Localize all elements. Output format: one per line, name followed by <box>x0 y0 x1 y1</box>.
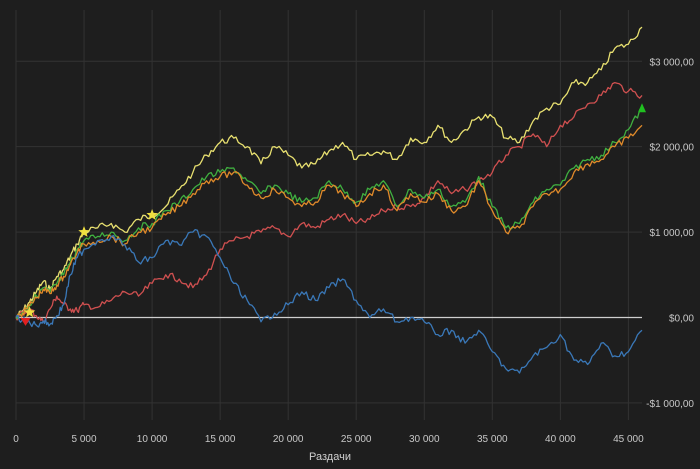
x-tick-label: 5 000 <box>72 434 97 445</box>
x-axis-label: Раздачи <box>309 451 351 463</box>
x-tick-label: 30 000 <box>409 434 440 445</box>
series-line-0 <box>15 26 643 318</box>
x-tick-label: 0 <box>13 434 19 445</box>
star-marker <box>78 226 90 237</box>
x-tick-label: 20 000 <box>273 434 304 445</box>
series-line-4 <box>15 228 643 374</box>
x-tick-label: 40 000 <box>545 434 576 445</box>
y-tick-label: $3 000,00 <box>650 57 695 68</box>
y-tick-label: -$1 000,00 <box>646 399 694 410</box>
triangle-down-marker <box>20 317 31 326</box>
y-tick-label: $2 000,00 <box>650 143 695 154</box>
marker-layer <box>20 103 646 326</box>
x-tick-label: 15 000 <box>205 434 236 445</box>
x-tick-label: 10 000 <box>137 434 168 445</box>
x-axis-ticks: 0 5 000 10 000 15 000 20 000 25 000 30 000 35 0… <box>13 434 644 445</box>
star-marker <box>146 209 158 220</box>
series-layer <box>15 26 643 374</box>
series-line-1 <box>15 81 643 323</box>
star-marker <box>23 306 36 318</box>
x-tick-label: 35 000 <box>477 434 508 445</box>
triangle-up-marker <box>638 103 646 113</box>
y-tick-label: $0,00 <box>669 314 694 325</box>
series-line-3 <box>15 124 643 318</box>
x-tick-label: 25 000 <box>341 434 372 445</box>
y-axis-ticks: -$1 000,00 $0,00 $1 000,00 $2 000,00 $3 000,… <box>646 57 694 410</box>
y-tick-label: $1 000,00 <box>650 228 695 239</box>
x-tick-label: 45 000 <box>613 434 644 445</box>
